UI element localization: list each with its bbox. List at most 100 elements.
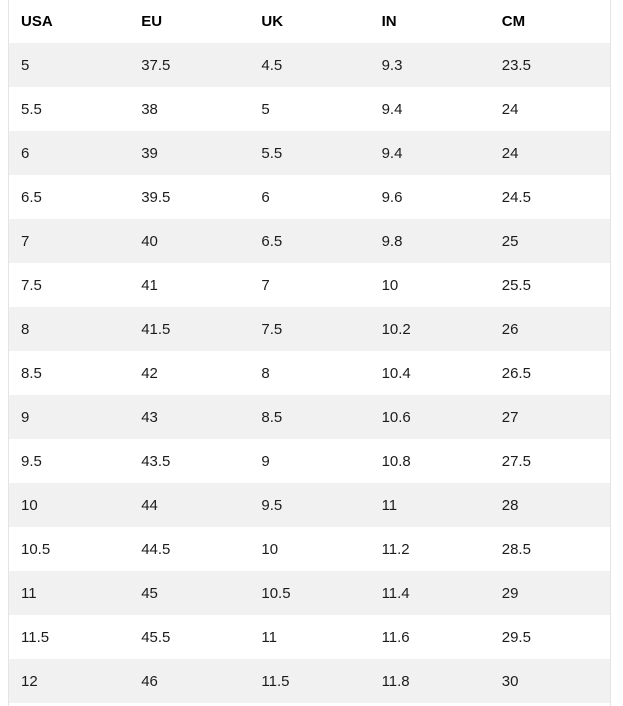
table-cell-in: 9.4	[381, 100, 403, 118]
table-cell-usa: 11.5	[21, 628, 50, 646]
header-row: USA EU UK IN CM	[9, 0, 610, 43]
table-cell-eu: 45	[141, 584, 158, 602]
table-cell-usa: 11	[21, 584, 37, 602]
table-cell-cm: 30	[501, 672, 519, 690]
table-row: 7.5 41 7 10 25.5	[9, 263, 610, 307]
table-row: 11.5 45.5 11 11.6 29.5	[9, 615, 610, 659]
table-cell-cm: 23.5	[501, 56, 531, 74]
table-cell-uk: 11	[261, 628, 277, 646]
table-cell-usa: 6	[21, 144, 30, 162]
table-cell-uk: 5	[261, 100, 270, 118]
table-cell-eu: 39	[141, 144, 158, 162]
table-row: 7 40 6.5 9.8 25	[9, 219, 610, 263]
table-cell-eu: 41	[141, 276, 158, 294]
table-body: 5 37.5 4.5 9.3 23.5 5.5 38 5 9.4 24 6 39 5.5 9.4 24 6.5…	[9, 43, 610, 703]
table-cell-in: 11	[381, 496, 398, 514]
table-cell-usa: 9	[21, 408, 30, 426]
table-cell-eu: 37.5	[141, 56, 171, 74]
table-cell-cm: 28	[501, 496, 519, 514]
table-row: 8.5 42 8 10.4 26.5	[9, 351, 610, 395]
table-cell-cm: 29	[501, 584, 519, 602]
table-cell-in: 10.8	[381, 452, 411, 470]
table-cell-in: 10	[381, 276, 399, 294]
table-cell-uk: 8.5	[261, 408, 283, 426]
table-cell-eu: 43	[141, 408, 158, 426]
table-cell-cm: 26	[501, 320, 519, 338]
table-cell-uk: 9.5	[261, 496, 283, 514]
table-cell-cm: 24.5	[501, 188, 531, 206]
column-header-uk: UK	[249, 0, 370, 43]
table-cell-cm: 27.5	[501, 452, 531, 470]
column-header-usa: USA	[9, 0, 130, 43]
table-cell-in: 11.4	[381, 584, 410, 602]
table-cell-in: 10.4	[381, 364, 411, 382]
table-cell-eu: 39.5	[141, 188, 171, 206]
table-cell-in: 9.6	[381, 188, 403, 206]
table-cell-in: 11.2	[381, 540, 410, 558]
table-row: 5 37.5 4.5 9.3 23.5	[9, 43, 610, 87]
table-row: 8 41.5 7.5 10.2 26	[9, 307, 610, 351]
column-header-eu: EU	[129, 0, 250, 43]
table-row: 9 43 8.5 10.6 27	[9, 395, 610, 439]
table-header: USA EU UK IN CM	[9, 0, 610, 43]
table-cell-uk: 5.5	[261, 144, 283, 162]
table-cell-cm: 27	[501, 408, 519, 426]
table-cell-uk: 7	[261, 276, 270, 294]
table-row: 10.5 44.5 10 11.2 28.5	[9, 527, 610, 571]
table-cell-eu: 42	[141, 364, 158, 382]
table-cell-uk: 8	[261, 364, 270, 382]
table-cell-eu: 43.5	[141, 452, 171, 470]
table-cell-usa: 8.5	[21, 364, 42, 382]
table-cell-usa: 10.5	[21, 540, 51, 558]
table-cell-eu: 38	[141, 100, 158, 118]
table-cell-eu: 45.5	[141, 628, 171, 646]
table-cell-uk: 7.5	[261, 320, 283, 338]
table-cell-in: 9.8	[381, 232, 403, 250]
table-cell-uk: 4.5	[261, 56, 283, 74]
size-conversion-table: USA EU UK IN CM 5 37.5 4.5 9.3 23.5 5.5 38 5 9.4 24 6 3…	[9, 0, 610, 703]
table-cell-eu: 40	[141, 232, 158, 250]
column-header-cm: CM	[489, 0, 610, 43]
table-cell-in: 11.6	[381, 628, 410, 646]
table-row: 10 44 9.5 11 28	[9, 483, 610, 527]
table-cell-cm: 25	[501, 232, 519, 250]
table-row: 9.5 43.5 9 10.8 27.5	[9, 439, 610, 483]
table-cell-usa: 5	[21, 56, 30, 74]
table-row: 5.5 38 5 9.4 24	[9, 87, 610, 131]
table-cell-uk: 10.5	[261, 584, 291, 602]
table-cell-uk: 6	[261, 188, 270, 206]
table-cell-usa: 12	[21, 672, 38, 690]
table-cell-usa: 6.5	[21, 188, 42, 206]
table-cell-eu: 44.5	[141, 540, 171, 558]
table-row: 6.5 39.5 6 9.6 24.5	[9, 175, 610, 219]
table-cell-cm: 26.5	[501, 364, 531, 382]
column-header-in: IN	[369, 0, 490, 43]
size-table-container: USA EU UK IN CM 5 37.5 4.5 9.3 23.5 5.5 38 5 9.4 24 6 3…	[8, 0, 611, 706]
table-cell-in: 10.2	[381, 320, 411, 338]
table-cell-eu: 41.5	[141, 320, 171, 338]
table-row: 6 39 5.5 9.4 24	[9, 131, 610, 175]
table-row: 12 46 11.5 11.8 30	[9, 659, 610, 703]
table-cell-in: 9.3	[381, 56, 403, 74]
table-cell-eu: 46	[141, 672, 158, 690]
table-cell-in: 10.6	[381, 408, 411, 426]
table-cell-cm: 24	[501, 100, 519, 118]
table-cell-cm: 28.5	[501, 540, 531, 558]
table-cell-cm: 25.5	[501, 276, 531, 294]
table-cell-in: 9.4	[381, 144, 403, 162]
table-cell-uk: 11.5	[261, 672, 290, 690]
table-cell-eu: 44	[141, 496, 158, 514]
table-cell-usa: 5.5	[21, 100, 42, 118]
table-cell-usa: 9.5	[21, 452, 42, 470]
table-row: 11 45 10.5 11.4 29	[9, 571, 610, 615]
table-cell-uk: 10	[261, 540, 279, 558]
table-cell-cm: 29.5	[501, 628, 531, 646]
table-cell-in: 11.8	[381, 672, 410, 690]
table-cell-uk: 9	[261, 452, 270, 470]
table-cell-cm: 24	[501, 144, 519, 162]
table-cell-usa: 7.5	[21, 276, 42, 294]
table-cell-usa: 7	[21, 232, 30, 250]
table-cell-usa: 10	[21, 496, 38, 514]
table-cell-uk: 6.5	[261, 232, 283, 250]
